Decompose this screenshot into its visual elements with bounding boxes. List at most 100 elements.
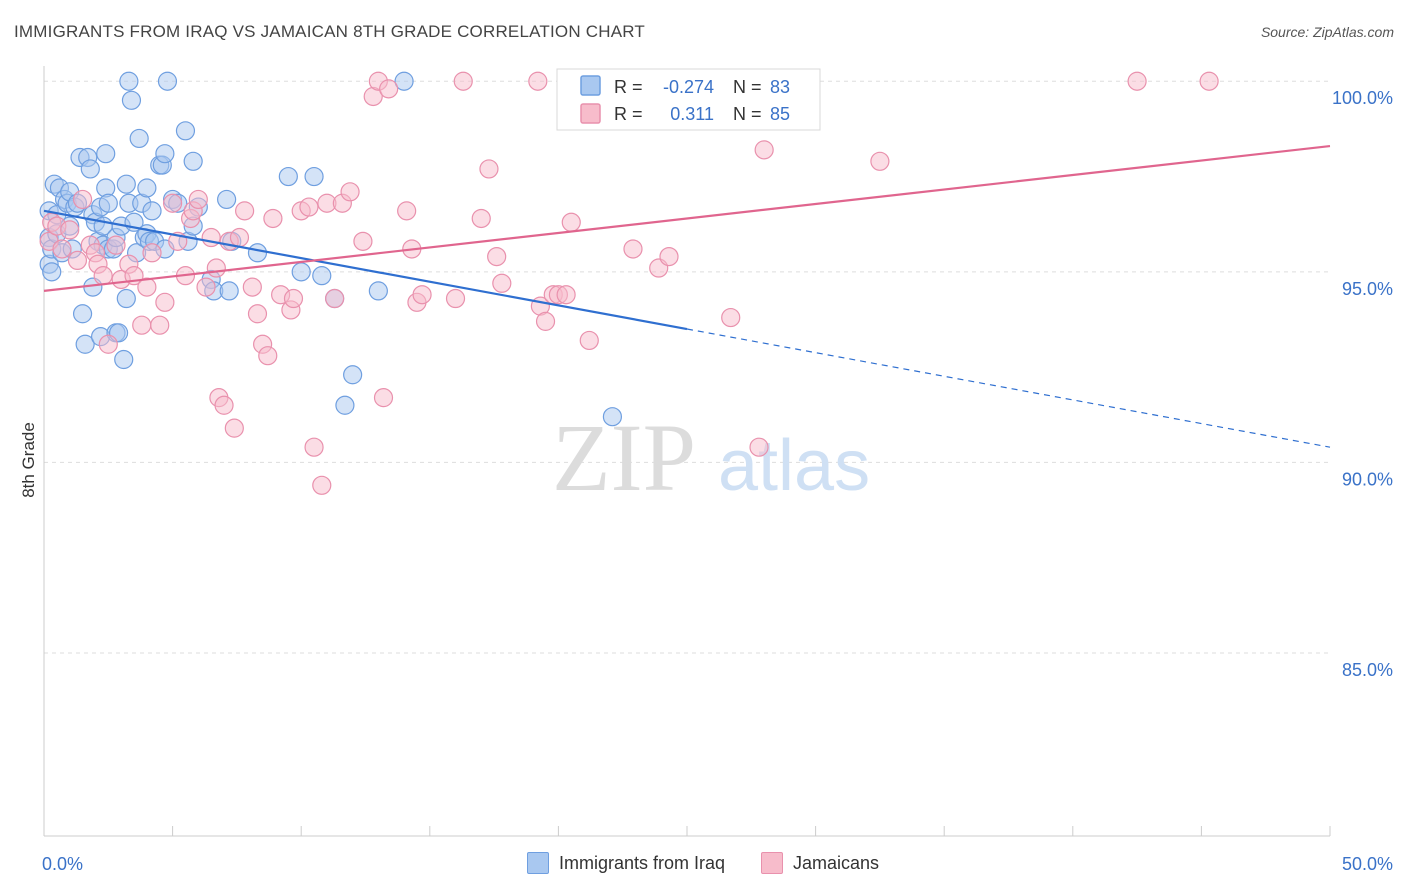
watermark-zip: ZIP bbox=[552, 404, 696, 511]
jamaican-point bbox=[659, 246, 679, 267]
jamaican-point bbox=[142, 243, 162, 263]
legend-swatch-iraq bbox=[526, 852, 549, 874]
iraq-point bbox=[157, 71, 178, 91]
y-tick-label: 90.0% bbox=[1342, 469, 1393, 489]
axes-layer bbox=[43, 66, 1331, 837]
jamaican-point bbox=[93, 266, 113, 286]
jamaican-point bbox=[235, 201, 255, 221]
iraq-point bbox=[219, 281, 239, 301]
jamaican-point bbox=[206, 258, 226, 278]
jamaican-point bbox=[214, 395, 234, 415]
jamaican-point bbox=[163, 193, 183, 213]
iraq-point bbox=[304, 166, 324, 187]
iraq-point bbox=[278, 166, 298, 187]
legend-label-iraq: Immigrants from Iraq bbox=[558, 852, 725, 873]
jamaican-point bbox=[397, 201, 417, 221]
iraq-point bbox=[343, 365, 363, 385]
jamaican-point bbox=[132, 315, 152, 335]
jamaican-point bbox=[299, 197, 319, 217]
jamaican-point bbox=[556, 285, 576, 305]
iraq-point bbox=[217, 189, 237, 210]
legend-jamaican-n-value: 85 bbox=[770, 104, 790, 124]
labels-layer: 85.0% 90.0% 95.0% 100.0% 0.0% 50.0% bbox=[42, 88, 1393, 874]
jamaican-point bbox=[67, 250, 88, 271]
trend-layer bbox=[43, 144, 1331, 448]
jamaican-point bbox=[721, 307, 741, 328]
jamaican-point bbox=[623, 239, 643, 259]
source-credit: Source: ZipAtlas.com bbox=[1260, 24, 1394, 40]
jamaican-point bbox=[754, 140, 774, 160]
stats-legend: R = -0.274 N = 83 R = 0.311 N = 85 bbox=[556, 68, 821, 131]
iraq-point bbox=[247, 243, 268, 263]
iraq-point bbox=[291, 262, 311, 282]
jamaican-point bbox=[471, 208, 491, 229]
jamaican-point bbox=[60, 220, 80, 240]
jamaican-point bbox=[749, 437, 769, 457]
iraq-point bbox=[72, 304, 93, 324]
jamaican-point bbox=[229, 227, 250, 248]
y-axis-label: 8th Grade bbox=[19, 422, 38, 498]
legend-iraq-r-value: -0.274 bbox=[663, 77, 714, 97]
iraq-point bbox=[335, 395, 355, 415]
legend-iraq-r-label: R = bbox=[614, 77, 643, 97]
iraq-point bbox=[116, 288, 136, 309]
y-tick-label: 85.0% bbox=[1342, 660, 1393, 680]
iraq-point bbox=[96, 144, 116, 164]
iraq-point bbox=[42, 262, 62, 282]
iraq-point bbox=[129, 128, 149, 149]
jamaican-point bbox=[445, 288, 466, 309]
iraq-point bbox=[142, 201, 162, 221]
legend-entry-jamaicans[interactable]: Jamaicans bbox=[761, 852, 879, 874]
jamaican-point bbox=[258, 346, 278, 366]
jamaican-point bbox=[150, 315, 170, 335]
jamaican-point bbox=[188, 189, 208, 210]
iraq-point bbox=[75, 334, 95, 354]
jamaican-point bbox=[283, 288, 304, 309]
iraq-point bbox=[175, 121, 196, 141]
y-tick-label: 100.0% bbox=[1332, 88, 1393, 108]
iraq-point bbox=[121, 90, 142, 110]
jamaican-point bbox=[379, 79, 399, 99]
iraq-point bbox=[114, 349, 134, 370]
stats-legend-frame bbox=[556, 68, 821, 131]
jamaican-point bbox=[373, 388, 394, 408]
x-tick-label: 0.0% bbox=[42, 854, 83, 874]
iraq-point bbox=[312, 266, 332, 286]
jamaican-point bbox=[340, 182, 360, 202]
points-layer bbox=[39, 71, 1219, 495]
legend-jamaican-r-label: R = bbox=[614, 104, 643, 124]
jamaican-point bbox=[196, 277, 216, 297]
iraq-point bbox=[394, 71, 414, 91]
jamaican-point bbox=[353, 231, 373, 251]
jamaican-trend-line bbox=[43, 144, 1331, 292]
legend-swatch-jamaicans bbox=[761, 852, 783, 874]
iraq-point bbox=[368, 281, 388, 301]
legend-jamaican-n-label: N = bbox=[733, 104, 762, 124]
iraq-point bbox=[602, 407, 623, 427]
legend-iraq-n-value: 83 bbox=[770, 77, 790, 97]
watermark-atlas: atlas bbox=[718, 426, 870, 506]
jamaican-point bbox=[325, 288, 345, 309]
jamaican-point bbox=[242, 277, 262, 297]
jamaican-point bbox=[870, 151, 890, 171]
legend-jamaican-r-value: 0.311 bbox=[670, 104, 714, 124]
jamaican-point bbox=[106, 235, 126, 255]
jamaican-point bbox=[479, 159, 499, 179]
legend-iraq-n-label: N = bbox=[733, 77, 762, 97]
jamaican-point bbox=[224, 418, 244, 438]
jamaican-point bbox=[312, 475, 332, 495]
legend-entry-iraq[interactable]: Immigrants from Iraq bbox=[526, 852, 725, 874]
legend-label-jamaicans: Jamaicans bbox=[793, 852, 880, 873]
jamaican-point bbox=[98, 334, 118, 354]
iraq-point bbox=[137, 178, 157, 198]
jamaican-point bbox=[487, 246, 507, 267]
jamaican-point bbox=[453, 71, 473, 91]
x-tick-label: 50.0% bbox=[1342, 854, 1393, 874]
iraq-point bbox=[155, 144, 175, 164]
iraq-trend-line bbox=[43, 209, 688, 331]
jamaican-point bbox=[52, 239, 72, 259]
jamaican-point bbox=[1199, 71, 1219, 91]
jamaican-point bbox=[412, 285, 432, 305]
jamaican-point bbox=[137, 277, 157, 297]
